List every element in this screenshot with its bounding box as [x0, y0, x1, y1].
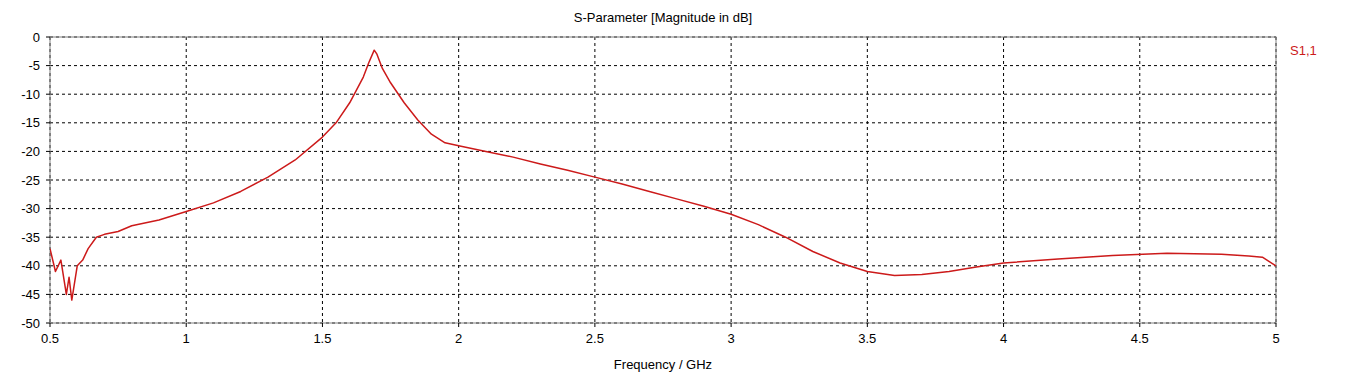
- x-tick-label: 1.5: [313, 331, 331, 346]
- x-tick-label: 2.5: [586, 331, 604, 346]
- x-tick-label: 0.5: [41, 331, 59, 346]
- y-tick: [46, 122, 50, 123]
- y-tick-label: -25: [21, 173, 40, 188]
- x-tick: [1276, 323, 1277, 327]
- y-tick-label: -50: [21, 316, 40, 331]
- y-tick: [46, 94, 50, 95]
- y-grid-line: [50, 237, 1276, 238]
- legend-entry: S1,1: [1290, 43, 1317, 58]
- y-grid-line: [50, 122, 1276, 123]
- x-tick-label: 4.5: [1131, 331, 1149, 346]
- y-grid-line: [50, 94, 1276, 95]
- y-tick: [46, 65, 50, 66]
- x-tick: [322, 323, 323, 327]
- series-line: [50, 50, 1276, 300]
- y-tick: [46, 265, 50, 266]
- x-tick-label: 5: [1272, 331, 1279, 346]
- y-tick: [46, 208, 50, 209]
- x-tick: [1003, 323, 1004, 327]
- x-tick: [867, 323, 868, 327]
- y-grid-line: [50, 65, 1276, 66]
- y-tick-label: -5: [28, 58, 40, 73]
- x-tick: [1139, 323, 1140, 327]
- y-grid-line: [50, 294, 1276, 295]
- y-tick-label: -10: [21, 87, 40, 102]
- x-axis-label: Frequency / GHz: [614, 357, 712, 372]
- y-grid-line: [50, 180, 1276, 181]
- x-grid-line: [186, 37, 187, 323]
- y-tick: [46, 151, 50, 152]
- y-tick-label: -20: [21, 144, 40, 159]
- y-tick-label: -30: [21, 201, 40, 216]
- x-grid-line: [1003, 37, 1004, 323]
- y-tick-label: -35: [21, 230, 40, 245]
- chart: S-Parameter [Magnitude in dB] 0.5 1 1.5 2 2.5…: [0, 0, 1351, 376]
- x-tick-label: 1: [183, 331, 190, 346]
- y-tick: [46, 237, 50, 238]
- x-tick: [731, 323, 732, 327]
- y-tick: [46, 323, 50, 324]
- x-grid-line: [594, 37, 595, 323]
- x-tick-label: 3.5: [858, 331, 876, 346]
- title: S-Parameter [Magnitude in dB]: [574, 10, 752, 25]
- x-tick-label: 3: [727, 331, 734, 346]
- y-tick: [46, 180, 50, 181]
- y-tick: [46, 294, 50, 295]
- x-tick: [50, 323, 51, 327]
- x-tick-label: 4: [1000, 331, 1007, 346]
- plot-frame: [50, 37, 1276, 323]
- y-tick-label: 0: [33, 30, 40, 45]
- y-tick-label: -15: [21, 115, 40, 130]
- y-tick-label: -45: [21, 287, 40, 302]
- x-tick: [186, 323, 187, 327]
- x-tick-label: 2: [455, 331, 462, 346]
- y-grid-line: [50, 151, 1276, 152]
- x-grid-line: [1139, 37, 1140, 323]
- series-group: [50, 50, 1276, 300]
- x-tick: [594, 323, 595, 327]
- y-tick: [46, 37, 50, 38]
- y-grid-line: [50, 208, 1276, 209]
- x-tick: [458, 323, 459, 327]
- y-grid-line: [50, 265, 1276, 266]
- y-tick-label: -40: [21, 258, 40, 273]
